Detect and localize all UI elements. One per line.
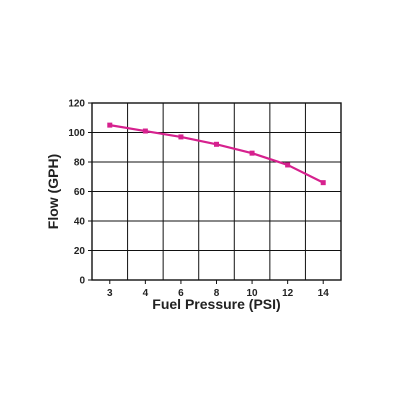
y-tick-label: 20 — [74, 246, 86, 257]
y-tick-label: 120 — [68, 99, 85, 110]
data-point — [214, 141, 219, 147]
x-tick-label: 6 — [178, 288, 184, 299]
y-tick-label: 80 — [74, 158, 86, 169]
data-point — [142, 128, 148, 134]
data-point — [107, 122, 113, 128]
grid — [88, 102, 342, 284]
y-tick-label: 0 — [79, 276, 85, 287]
series-line — [109, 124, 324, 184]
data-point — [249, 150, 255, 156]
x-axis-title: Fuel Pressure (PSI) — [152, 296, 280, 312]
series-flow — [107, 122, 326, 186]
y-tick-label: 100 — [68, 128, 85, 139]
data-point — [320, 180, 326, 186]
data-point — [178, 134, 184, 140]
x-tick-label: 10 — [247, 288, 259, 299]
x-tick-label: 8 — [214, 288, 220, 299]
data-point — [285, 162, 291, 168]
y-tick-label: 40 — [74, 217, 86, 228]
x-tick-label: 12 — [282, 288, 294, 299]
x-tick-labels: 3 4 6 8 10 12 14 — [107, 288, 329, 299]
y-axis-title: Flow (GPH) — [45, 154, 61, 229]
x-tick-label: 14 — [318, 288, 330, 299]
y-tick-label: 60 — [74, 187, 86, 198]
x-tick-label: 4 — [143, 288, 149, 299]
y-tick-labels: 0 20 40 60 80 100 120 — [68, 99, 85, 287]
x-tick-label: 3 — [107, 288, 113, 299]
